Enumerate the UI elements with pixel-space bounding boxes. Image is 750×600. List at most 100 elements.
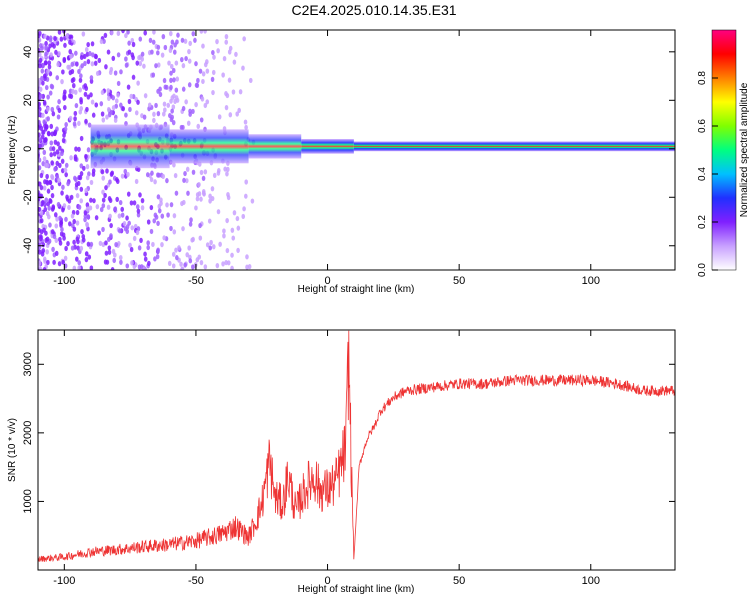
heatmap-cell bbox=[172, 162, 176, 168]
heatmap-cell bbox=[151, 241, 155, 248]
heatmap-cell bbox=[226, 194, 231, 201]
heatmap-x-axis-label: Height of straight line (km) bbox=[298, 284, 415, 295]
heatmap-cell bbox=[52, 151, 57, 157]
x-tick-label: -50 bbox=[188, 275, 204, 287]
heatmap-cell bbox=[155, 254, 160, 260]
heatmap-cell bbox=[49, 123, 54, 129]
x-tick-label: 50 bbox=[453, 575, 465, 587]
x-tick-label: 0 bbox=[324, 575, 330, 587]
heatmap-cell bbox=[127, 220, 131, 226]
heatmap-cell bbox=[180, 57, 184, 63]
heatmap-cell bbox=[186, 120, 191, 126]
colorbar-tick-label: 0.0 bbox=[697, 263, 708, 277]
heatmap-cell bbox=[39, 172, 44, 179]
heatmap-cell bbox=[38, 52, 42, 58]
heatmap-cell bbox=[106, 49, 111, 55]
heatmap-cell bbox=[82, 53, 87, 60]
heatmap-cell bbox=[138, 61, 143, 67]
heatmap-cell bbox=[146, 219, 151, 225]
heatmap-cell bbox=[159, 200, 163, 207]
heatmap-cell bbox=[64, 216, 68, 222]
heatmap-cell bbox=[79, 135, 84, 142]
heatmap-cell bbox=[100, 111, 105, 117]
colorbar-tick-label: 0.4 bbox=[697, 167, 708, 181]
snr-background bbox=[38, 330, 675, 570]
heatmap-cell bbox=[90, 61, 95, 67]
x-tick-label: 50 bbox=[453, 275, 465, 287]
y-tick-label: 2000 bbox=[22, 421, 34, 445]
heatmap-cell bbox=[107, 245, 112, 251]
heatmap-cell bbox=[38, 43, 43, 49]
heatmap-cell bbox=[88, 205, 93, 211]
heatmap-cell bbox=[99, 206, 104, 213]
heatmap-cell bbox=[95, 70, 100, 77]
heatmap-cell bbox=[210, 186, 215, 192]
heatmap-cell bbox=[63, 42, 67, 48]
heatmap-cell bbox=[107, 249, 112, 255]
heatmap-cell bbox=[43, 33, 47, 39]
heatmap-cell bbox=[38, 143, 42, 149]
heatmap-cell bbox=[176, 32, 180, 38]
heatmap-cell bbox=[124, 112, 128, 118]
heatmap-cell bbox=[181, 63, 186, 69]
heatmap-cell bbox=[181, 86, 186, 92]
heatmap-cell bbox=[49, 146, 53, 152]
heatmap-cell bbox=[58, 236, 62, 243]
heatmap-cell bbox=[38, 260, 42, 266]
heatmap-cell bbox=[46, 94, 50, 100]
heatmap-cell bbox=[200, 96, 205, 102]
heatmap-cell bbox=[156, 172, 160, 178]
heatmap-cell bbox=[140, 56, 145, 62]
heatmap-cell bbox=[38, 132, 41, 138]
heatmap-cell bbox=[60, 190, 64, 196]
heatmap-cell bbox=[78, 109, 83, 115]
heatmap-cell bbox=[231, 89, 236, 95]
heatmap-cell bbox=[187, 245, 191, 251]
heatmap-cell bbox=[211, 49, 215, 56]
heatmap-cell bbox=[235, 111, 239, 117]
heatmap-cell bbox=[49, 152, 54, 158]
heatmap-cell bbox=[39, 218, 44, 224]
heatmap-cell bbox=[226, 166, 230, 172]
heatmap-cell bbox=[57, 261, 62, 267]
heatmap-cell bbox=[127, 49, 132, 55]
heatmap-cell bbox=[84, 251, 89, 257]
heatmap-cell bbox=[188, 40, 192, 46]
heatmap-cell bbox=[48, 179, 52, 185]
heatmap-cell bbox=[41, 242, 46, 248]
heatmap-cell bbox=[156, 220, 160, 226]
heatmap-cell bbox=[104, 185, 108, 191]
heatmap-cell bbox=[77, 68, 81, 75]
heatmap-cell bbox=[89, 197, 93, 203]
heatmap-cell bbox=[140, 205, 145, 211]
heatmap-cell bbox=[193, 37, 197, 43]
heatmap-cell bbox=[199, 196, 203, 202]
heatmap-cell bbox=[62, 95, 66, 101]
x-tick-label: -100 bbox=[53, 275, 75, 287]
heatmap-cell bbox=[209, 239, 213, 246]
heatmap-cell bbox=[84, 187, 88, 194]
heatmap-cell bbox=[231, 235, 236, 241]
heatmap-cell bbox=[118, 255, 123, 261]
heatmap-cell bbox=[169, 70, 173, 76]
heatmap-band bbox=[90, 124, 675, 169]
heatmap-cell bbox=[45, 173, 49, 180]
heatmap-cell bbox=[126, 84, 131, 90]
heatmap-cell bbox=[44, 60, 48, 66]
heatmap-cell bbox=[70, 213, 75, 219]
heatmap-cell bbox=[163, 84, 168, 90]
heatmap-cell bbox=[44, 137, 48, 143]
heatmap-cell bbox=[55, 149, 60, 155]
heatmap-cell bbox=[57, 99, 61, 105]
heatmap-cell bbox=[92, 198, 96, 204]
heatmap-cell bbox=[134, 178, 139, 185]
heatmap-cell bbox=[53, 129, 58, 135]
heatmap-cell bbox=[40, 251, 45, 257]
heatmap-cell bbox=[72, 121, 77, 127]
heatmap-cell bbox=[54, 237, 59, 244]
heatmap-cell bbox=[109, 222, 113, 229]
heatmap-cell bbox=[41, 80, 45, 86]
heatmap-cell bbox=[65, 194, 69, 200]
heatmap-cell bbox=[80, 229, 84, 235]
heatmap-cell bbox=[38, 165, 42, 171]
